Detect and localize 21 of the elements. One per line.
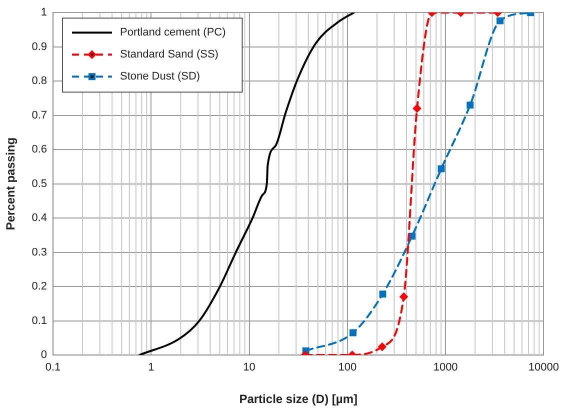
y-tick-label: 0.6 bbox=[32, 144, 47, 156]
legend-label: Standard Sand (SS) bbox=[120, 48, 218, 61]
x-axis-title: Particle size (D) [µm] bbox=[239, 392, 358, 406]
y-axis-title: Percent passing bbox=[4, 137, 18, 230]
legend-label: Stone Dust (SD) bbox=[120, 70, 200, 83]
x-tick-label: 1 bbox=[148, 362, 154, 374]
y-tick-label: 0.5 bbox=[32, 178, 47, 190]
x-tick-label: 1000 bbox=[433, 362, 458, 374]
x-tick-label: 100 bbox=[338, 362, 357, 374]
y-tick-label: 0.8 bbox=[32, 75, 47, 88]
y-tick-label: 0.7 bbox=[32, 109, 47, 122]
y-tick-label: 0.9 bbox=[32, 40, 47, 53]
x-tick-label: 10 bbox=[243, 362, 256, 374]
y-tick-label: 0.2 bbox=[32, 280, 47, 293]
x-tick-label: 10000 bbox=[528, 362, 560, 374]
y-tick-label: 1 bbox=[40, 6, 47, 19]
y-tick-label: 0.4 bbox=[32, 212, 47, 224]
y-tick-label: 0.3 bbox=[32, 246, 47, 258]
y-tick-label: 0.1 bbox=[32, 314, 47, 327]
legend-label: Portland cement (PC) bbox=[120, 26, 226, 39]
y-tick-label: 0 bbox=[40, 349, 47, 362]
